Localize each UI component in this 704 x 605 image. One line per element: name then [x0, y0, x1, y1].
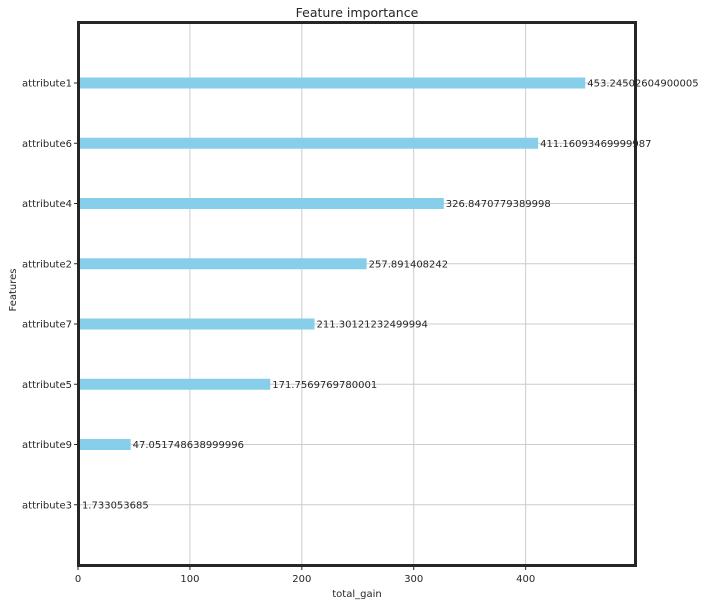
y-tick-label-attribute2: attribute2 [22, 259, 72, 270]
value-label-attribute5: 171.7569769780001 [272, 380, 377, 391]
y-tick-label-attribute1: attribute1 [22, 79, 72, 90]
value-labels: 453.24502604900005 411.16093469999987 326.… [82, 79, 699, 512]
y-tick-label-attribute7: attribute7 [22, 320, 72, 331]
plot-frame [77, 21, 637, 567]
x-tick-label: 400 [516, 574, 535, 585]
x-tick-label: 300 [404, 574, 423, 585]
y-tick-label-attribute5: attribute5 [22, 380, 72, 391]
grid-lines [78, 22, 636, 566]
y-tick-label-attribute4: attribute4 [22, 199, 72, 210]
value-label-attribute6: 411.16093469999987 [540, 139, 651, 150]
bar-attribute6 [78, 137, 539, 149]
bar-attribute2 [78, 258, 367, 270]
y-axis-ticks: attribute1 attribute6 attribute4 attribute2… [22, 79, 78, 511]
value-label-attribute1: 453.24502604900005 [587, 79, 698, 90]
y-tick-label-attribute9: attribute9 [22, 440, 72, 451]
value-label-attribute9: 47.051748638999996 [133, 440, 244, 451]
value-label-attribute3: 1.733053685 [82, 500, 149, 511]
x-tick-label: 0 [75, 574, 81, 585]
chart-title: Feature importance [296, 5, 419, 20]
x-tick-label: 100 [180, 574, 199, 585]
y-tick-label-attribute3: attribute3 [22, 500, 72, 511]
bar-attribute1 [78, 77, 586, 89]
bar-attribute9 [78, 439, 131, 450]
x-axis-label: total_gain [332, 589, 381, 600]
bar-attribute7 [78, 318, 315, 330]
value-label-attribute7: 211.30121232499994 [316, 320, 427, 331]
bar-attribute5 [78, 378, 271, 390]
x-tick-label: 200 [292, 574, 311, 585]
bar-attribute4 [78, 198, 444, 209]
value-label-attribute4: 326.8470779389998 [446, 199, 551, 210]
value-label-attribute2: 257.891408242 [369, 259, 449, 270]
x-axis-ticks: 0 100 200 300 400 [75, 566, 535, 585]
y-axis-label: Features [8, 269, 19, 312]
y-tick-label-attribute6: attribute6 [22, 139, 72, 150]
